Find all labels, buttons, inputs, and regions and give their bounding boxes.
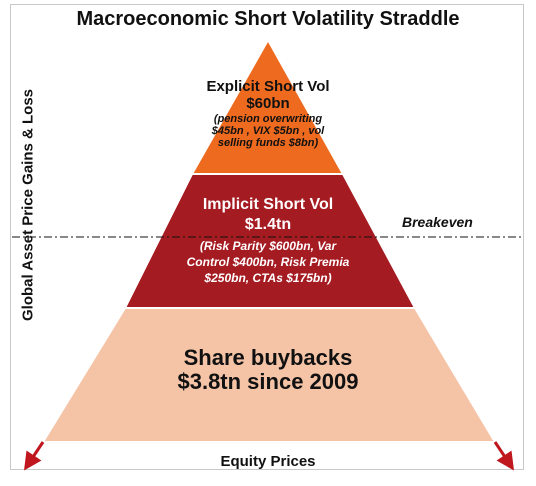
top-layer-name: Explicit Short Vol (206, 78, 330, 95)
left-down-arrow (24, 441, 45, 471)
diagram-title: Macroeconomic Short Volatility Straddle (76, 8, 460, 30)
top-layer-amount: $60bn (246, 95, 290, 112)
middle-layer-detail-line: $250bn, CTAs $175bn) (204, 271, 332, 285)
right-down-arrow (493, 441, 514, 471)
diagram-frame (10, 4, 524, 470)
middle-layer-name: Implicit Short Vol (202, 196, 334, 213)
top-layer-detail-line: (pension overwriting (213, 113, 323, 125)
base-layer-name: Share buybacks (183, 345, 353, 370)
middle-layer-detail-line: Control $400bn, Risk Premia (186, 255, 350, 269)
y-axis-label: Global Asset Price Gains & Loss (19, 88, 37, 322)
base-layer-text: Share buybacks $3.8tn since 2009 (118, 346, 418, 394)
top-layer-detail: (pension overwriting $45bn , VIX $5bn , … (178, 113, 358, 149)
middle-layer-text: Implicit Short Vol $1.4tn (Risk Parity $… (168, 195, 368, 286)
middle-layer-detail: (Risk Parity $600bn, Var Control $400bn,… (168, 238, 368, 286)
middle-layer-detail-line: (Risk Parity $600bn, Var (199, 239, 337, 253)
x-axis-label: Equity Prices (220, 453, 316, 470)
top-layer-detail-line: selling funds $8bn) (217, 137, 319, 149)
base-layer-amount: $3.8tn since 2009 (177, 369, 359, 394)
top-layer-text: Explicit Short Vol $60bn (pension overwr… (178, 78, 358, 149)
top-layer-detail-line: $45bn , VIX $5bn , vol (211, 125, 325, 137)
pyramid-top-layer (190, 37, 345, 175)
middle-layer-amount: $1.4tn (244, 216, 292, 233)
breakeven-label: Breakeven (402, 214, 473, 230)
